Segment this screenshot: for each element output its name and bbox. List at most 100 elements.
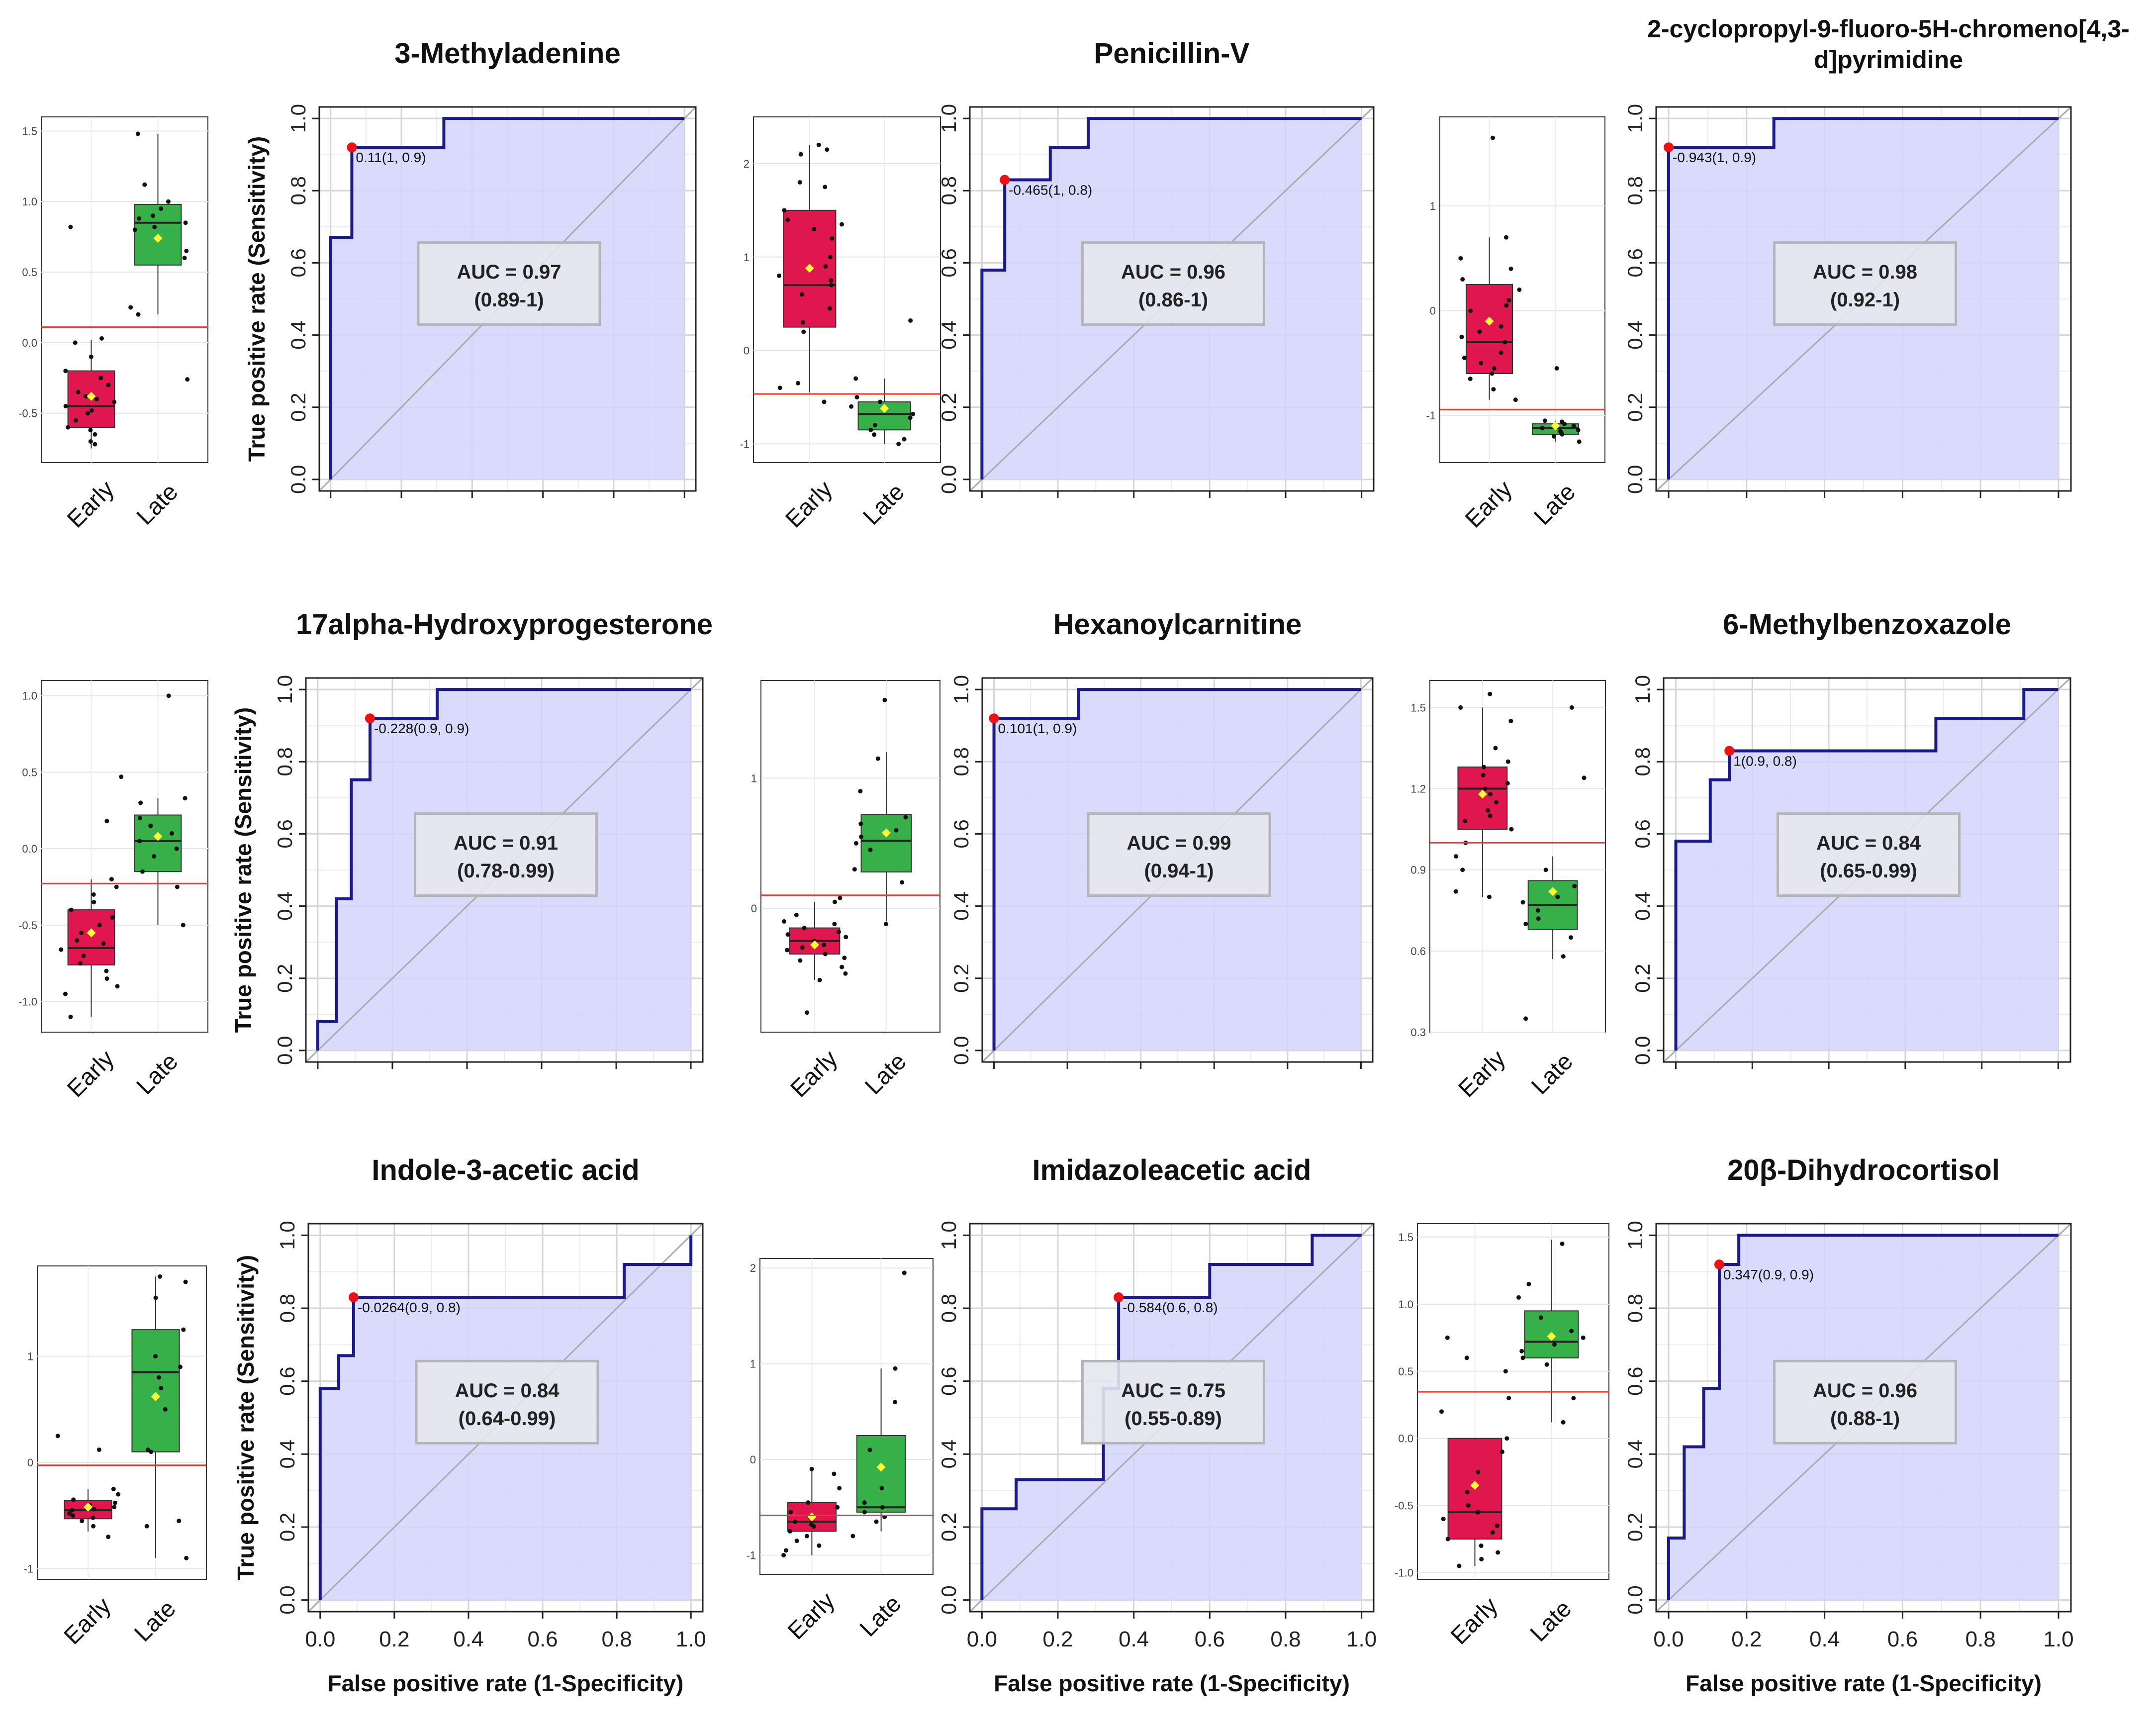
boxplot-early-point xyxy=(1457,1563,1462,1568)
boxplot-early-point xyxy=(70,1513,75,1518)
boxplot-early-point xyxy=(81,953,86,958)
roc-x-tick-label: 0.6 xyxy=(527,1627,558,1651)
roc-y-tick-label: 0.2 xyxy=(273,964,296,993)
boxplot-early-point xyxy=(99,336,104,341)
roc-y-tick-label: 1.0 xyxy=(1631,675,1654,704)
boxplot-early-point xyxy=(781,1553,786,1558)
boxplot-early-point xyxy=(1517,288,1522,292)
boxplot-early-point xyxy=(783,1548,788,1553)
boxplot-y-tick-label: -0.5 xyxy=(18,407,37,420)
roc-x-tick-label: 0.8 xyxy=(1966,1627,1996,1651)
roc-y-tick-label: 0.0 xyxy=(286,465,310,494)
roc-x-tick-label: 0.4 xyxy=(453,1627,483,1651)
boxplot-early-point xyxy=(793,1519,798,1524)
roc-x-tick-label: 0.8 xyxy=(602,1627,632,1651)
roc-best-threshold-point xyxy=(365,713,375,724)
boxplot-early-point xyxy=(63,369,68,374)
boxplot-early-point xyxy=(1491,135,1496,140)
boxplot-early-point xyxy=(782,919,787,924)
roc-y-tick-label: 1.0 xyxy=(949,675,973,704)
boxplot-y-tick-label: -1 xyxy=(23,1563,33,1575)
boxplot-late-point xyxy=(183,220,188,225)
boxplot-early-point xyxy=(830,236,835,241)
boxplot-late-point xyxy=(1516,1295,1521,1300)
roc-threshold-label: 1(0.9, 0.8) xyxy=(1733,754,1797,769)
boxplot-y-tick-label: -1 xyxy=(746,1549,756,1562)
boxplot-early-point xyxy=(835,1505,840,1510)
panel-title: 17alpha-Hydroxyprogesterone xyxy=(296,608,713,641)
auc-ci-label: (0.65-0.99) xyxy=(1820,860,1917,882)
boxplot-y-tick-label: 1.5 xyxy=(1410,701,1426,714)
boxplot-late-point xyxy=(853,376,858,381)
roc-y-tick-label: 0.8 xyxy=(276,1294,299,1323)
boxplot-late-point xyxy=(908,415,913,420)
boxplot-late-point xyxy=(862,1510,867,1515)
boxplot-early-point xyxy=(91,892,96,897)
boxplot-early-point xyxy=(794,1539,799,1543)
boxplot-late-point xyxy=(853,841,858,846)
boxplot-early-mean xyxy=(1485,316,1494,326)
boxplot-late-mean xyxy=(1551,421,1560,431)
boxplot-late-point xyxy=(1538,1315,1543,1320)
boxplot-late-point xyxy=(882,697,887,702)
boxplot-late-point xyxy=(1535,908,1540,913)
boxplot-late-point xyxy=(859,834,864,839)
roc-y-tick-label: 1.0 xyxy=(273,675,296,704)
boxplot-late-point xyxy=(879,1486,884,1491)
boxplot-early-point xyxy=(1504,1436,1509,1441)
boxplot-late-point xyxy=(156,1375,161,1380)
panel-title: d]pyrimidine xyxy=(1814,46,1963,74)
group-label-early: Early xyxy=(1460,476,1517,533)
boxplot-late-point xyxy=(1560,1241,1565,1246)
boxplot-early-point xyxy=(104,968,109,973)
auc-value-label: AUC = 0.97 xyxy=(457,261,561,283)
boxplot-early-mean xyxy=(84,1502,93,1512)
boxplot-early-point xyxy=(828,255,833,260)
boxplot-late-point xyxy=(184,248,189,253)
boxplot-early-point xyxy=(1466,1503,1471,1508)
boxplot-y-tick-label: 0.0 xyxy=(22,337,37,349)
roc-x-tick-label: 0.4 xyxy=(1119,1627,1149,1651)
panel-9: -1.0 -0.5 0.0 0.5 1.0 1.5 Early Late 0.347(0.9, … xyxy=(1395,1154,2073,1696)
boxplot-late-point xyxy=(868,427,873,432)
roc-x-tick-label: 0.0 xyxy=(967,1627,997,1651)
boxplot-late-mean xyxy=(151,1392,160,1401)
boxplot-late-point xyxy=(135,131,140,136)
boxplot-y-tick-label: 1.0 xyxy=(22,690,37,702)
boxplot-early-point xyxy=(812,226,817,231)
group-label-early: Early xyxy=(1454,1046,1511,1103)
boxplot-late-point xyxy=(903,815,908,820)
boxplot-early-point xyxy=(1488,813,1493,818)
boxplot-panel-border xyxy=(759,1258,934,1575)
panel-title: 20β-Dihydrocortisol xyxy=(1727,1154,2000,1186)
boxplot-early-point xyxy=(1475,1510,1480,1515)
roc-y-tick-label: 0.4 xyxy=(273,891,296,920)
boxplot-late-point xyxy=(144,1524,149,1529)
boxplot-early-point xyxy=(1508,266,1513,271)
boxplot-early-point xyxy=(69,907,74,912)
boxplot-late-point xyxy=(1523,921,1528,926)
auc-value-label: AUC = 0.75 xyxy=(1121,1380,1225,1402)
boxplot-early-point xyxy=(1487,894,1492,899)
roc-x-axis-title: False positive rate (1-Specificity) xyxy=(1686,1670,2042,1696)
auc-ci-label: (0.94-1) xyxy=(1144,860,1214,882)
boxplot-early-point xyxy=(79,930,84,935)
panel-3: -1 0 1 Early Late -0.943(1, 0.9) AUC = 0.98 (0.… xyxy=(1426,15,2129,533)
roc-x-axis-title: False positive rate (1-Specificity) xyxy=(328,1670,684,1696)
boxplot-late-point xyxy=(1561,954,1566,959)
boxplot-y-tick-label: 0.5 xyxy=(1398,1365,1413,1378)
boxplot-early-point xyxy=(1460,868,1465,872)
boxplot-late-point xyxy=(1561,1420,1566,1425)
roc-best-threshold-point xyxy=(1664,142,1674,153)
boxplot-y-tick-label: -0.5 xyxy=(18,919,37,932)
roc-y-tick-label: 0.8 xyxy=(273,747,296,776)
boxplot-late-mean xyxy=(876,1462,886,1472)
boxplot-early-point xyxy=(1463,819,1468,824)
boxplot-y-tick-label: 1.0 xyxy=(1398,1298,1413,1311)
boxplot-late-point xyxy=(1544,1362,1549,1367)
boxplot-early-point xyxy=(75,938,80,943)
boxplot-early-point xyxy=(89,354,94,359)
boxplot-early-mean xyxy=(87,928,96,938)
roc-best-threshold-point xyxy=(989,713,999,724)
boxplot-early-point xyxy=(827,306,832,311)
